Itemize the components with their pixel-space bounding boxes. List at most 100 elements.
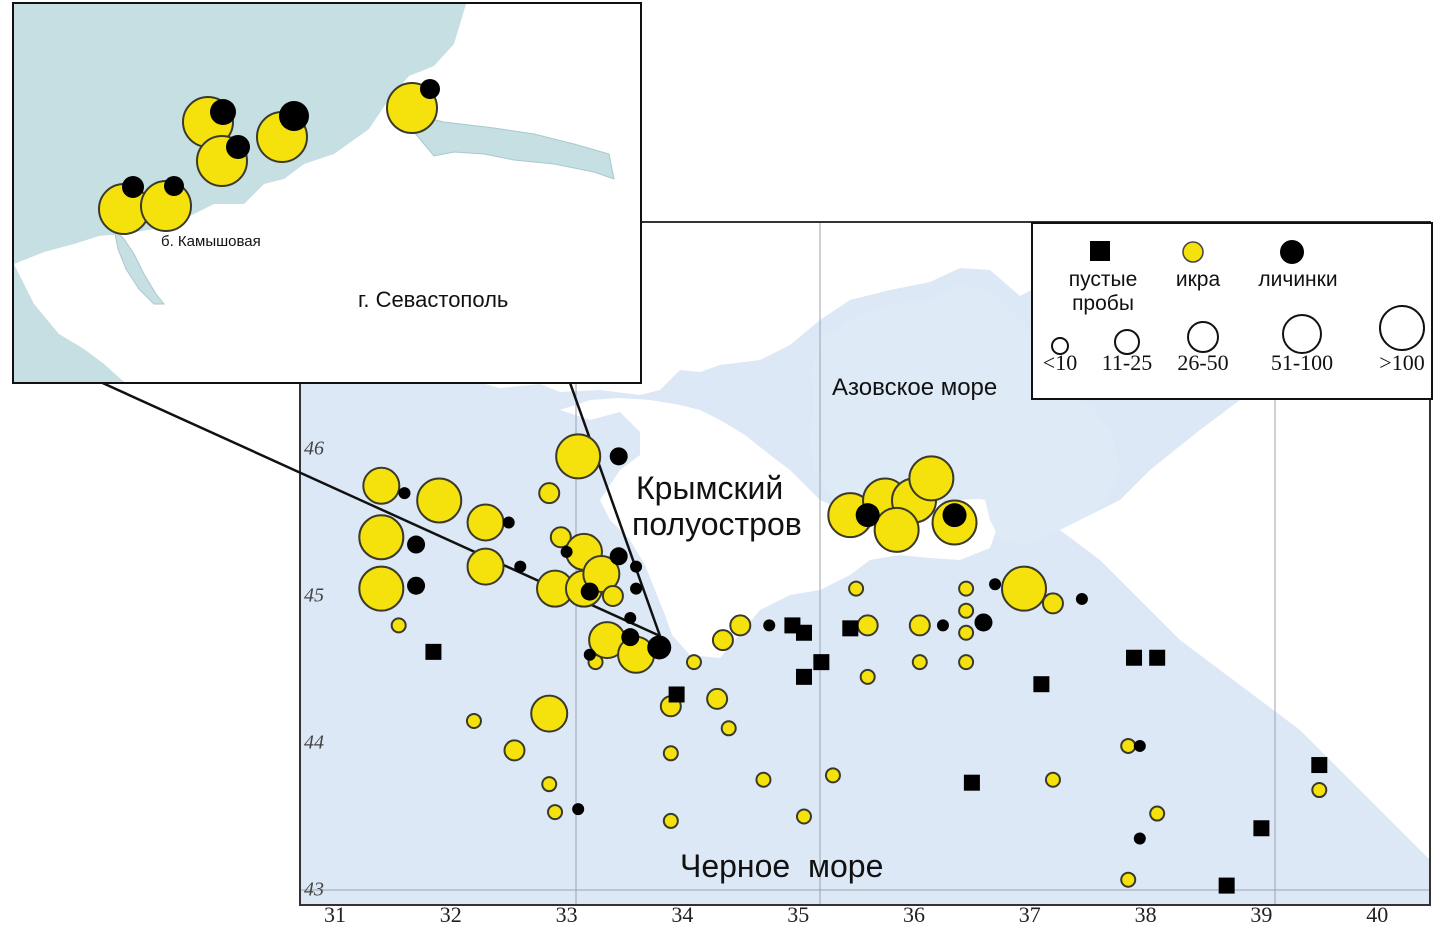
egg-sample-40 bbox=[958, 580, 975, 597]
egg-sample-5 bbox=[416, 477, 463, 524]
egg-sample-50 bbox=[1120, 871, 1137, 888]
x-tick-39: 39 bbox=[1250, 902, 1273, 927]
egg-sample-37 bbox=[859, 668, 876, 685]
empty-sample-13 bbox=[1253, 820, 1270, 837]
inset-map: б. Камышовая г. Севастополь bbox=[12, 2, 642, 384]
x-tick-35: 35 bbox=[787, 902, 810, 927]
legend-size-1 bbox=[1051, 337, 1069, 355]
y-tick-45: 45 bbox=[304, 584, 324, 607]
egg-sample-34 bbox=[824, 767, 841, 784]
legend-larvae-label: личинки bbox=[1258, 268, 1338, 291]
inset-larva-6 bbox=[420, 79, 440, 99]
y-tick-43: 43 bbox=[304, 878, 324, 901]
egg-sample-8 bbox=[538, 482, 561, 505]
sample-marks bbox=[358, 433, 1328, 894]
larva-sample-16 bbox=[572, 803, 585, 816]
egg-sample-32 bbox=[755, 771, 772, 788]
egg-sample-26 bbox=[662, 812, 679, 829]
egg-sample-19 bbox=[530, 694, 569, 733]
legend-size-2 bbox=[1114, 329, 1140, 355]
egg-sample-55 bbox=[873, 506, 920, 553]
egg-sample-41 bbox=[958, 602, 975, 619]
egg-sample-33 bbox=[795, 808, 812, 825]
egg-sample-3 bbox=[358, 565, 405, 612]
legend-symbols bbox=[1051, 240, 1425, 355]
egg-sample-20 bbox=[465, 712, 482, 729]
larva-sample-19 bbox=[989, 578, 1002, 591]
larva-sample-7 bbox=[580, 582, 599, 601]
sevastopol-bay bbox=[408, 113, 615, 180]
azov-sea-label: Азовское море bbox=[832, 374, 998, 401]
egg-sample-43 bbox=[958, 654, 975, 671]
egg-sample-35 bbox=[848, 580, 865, 597]
empty-sample-9 bbox=[1126, 649, 1143, 666]
legend-size-label-5: >100 bbox=[1379, 350, 1425, 375]
larva-sample-4 bbox=[502, 516, 515, 529]
empty-sample-11 bbox=[963, 774, 980, 791]
x-tick-33: 33 bbox=[555, 902, 578, 927]
egg-sample-36 bbox=[856, 614, 879, 637]
egg-sample-39 bbox=[911, 654, 928, 671]
egg-sample-28 bbox=[706, 687, 729, 710]
egg-sample-45 bbox=[1041, 592, 1064, 615]
legend-empty-label: пустые пробы bbox=[1068, 268, 1138, 315]
legend-size-label-4: 51-100 bbox=[1270, 350, 1334, 375]
egg-sample-23 bbox=[547, 804, 564, 821]
larva-sample-3 bbox=[407, 576, 426, 595]
x-tick-37: 37 bbox=[1018, 902, 1041, 927]
empty-sample-7 bbox=[842, 620, 859, 637]
egg-sample-2 bbox=[358, 514, 405, 561]
inset-larva-5 bbox=[279, 101, 309, 131]
egg-sample-48 bbox=[1149, 805, 1166, 822]
egg-sample-38 bbox=[908, 614, 931, 637]
legend-size-3 bbox=[1187, 321, 1219, 353]
larva-sample-15 bbox=[609, 447, 628, 466]
larva-sample-13 bbox=[583, 648, 596, 661]
egg-sample-7 bbox=[466, 547, 505, 586]
legend-empty-symbol bbox=[1090, 241, 1110, 261]
egg-sample-22 bbox=[541, 776, 558, 793]
legend: пустые пробы икра личинки <10 11-25 26-50 5… bbox=[1031, 222, 1433, 400]
x-tick-34: 34 bbox=[671, 902, 694, 927]
egg-sample-31 bbox=[729, 614, 752, 637]
egg-sample-27 bbox=[685, 654, 702, 671]
empty-sample-4 bbox=[795, 624, 812, 641]
legend-size-4 bbox=[1282, 314, 1322, 354]
larva-sample-12 bbox=[621, 628, 640, 647]
larva-sample-8 bbox=[609, 547, 628, 566]
legend-size-label-2: 11-25 bbox=[1101, 350, 1153, 375]
larva-sample-20 bbox=[974, 613, 993, 632]
inset-larva-3 bbox=[210, 99, 236, 125]
egg-sample-6 bbox=[466, 503, 505, 542]
sevastopol-city-label: г. Севастополь bbox=[358, 287, 509, 312]
larva-sample-11 bbox=[624, 612, 637, 625]
larva-sample-17 bbox=[763, 619, 776, 632]
empty-sample-14 bbox=[1311, 757, 1328, 774]
larva-sample-9 bbox=[630, 560, 643, 573]
larva-sample-24 bbox=[855, 503, 880, 528]
crimea-land bbox=[560, 398, 1000, 658]
inset-larva-2 bbox=[164, 176, 184, 196]
empty-sample-12 bbox=[1218, 877, 1235, 894]
legend-size-label-3: 26-50 bbox=[1177, 350, 1229, 375]
egg-sample-1 bbox=[362, 466, 401, 505]
larva-sample-10 bbox=[630, 582, 643, 595]
empty-sample-10 bbox=[1149, 649, 1166, 666]
egg-sample-4 bbox=[390, 617, 407, 634]
map-frame bbox=[299, 221, 1431, 906]
inset-larva-4 bbox=[226, 135, 250, 159]
inset-larva-1 bbox=[122, 176, 144, 198]
larva-sample-22 bbox=[1133, 739, 1146, 752]
egg-sample-47 bbox=[1120, 737, 1137, 754]
egg-sample-13 bbox=[582, 554, 621, 593]
empty-sample-5 bbox=[795, 668, 812, 685]
egg-sample-44 bbox=[1001, 565, 1048, 612]
egg-sample-42 bbox=[958, 624, 975, 641]
egg-sample-15 bbox=[601, 585, 624, 607]
inset-graphic bbox=[14, 4, 640, 382]
y-tick-44: 44 bbox=[304, 731, 324, 754]
empty-sample-6 bbox=[813, 654, 830, 671]
empty-sample-2 bbox=[668, 686, 685, 703]
crimea-label-line2: полуостров bbox=[632, 506, 802, 542]
egg-sample-46 bbox=[1044, 771, 1061, 788]
